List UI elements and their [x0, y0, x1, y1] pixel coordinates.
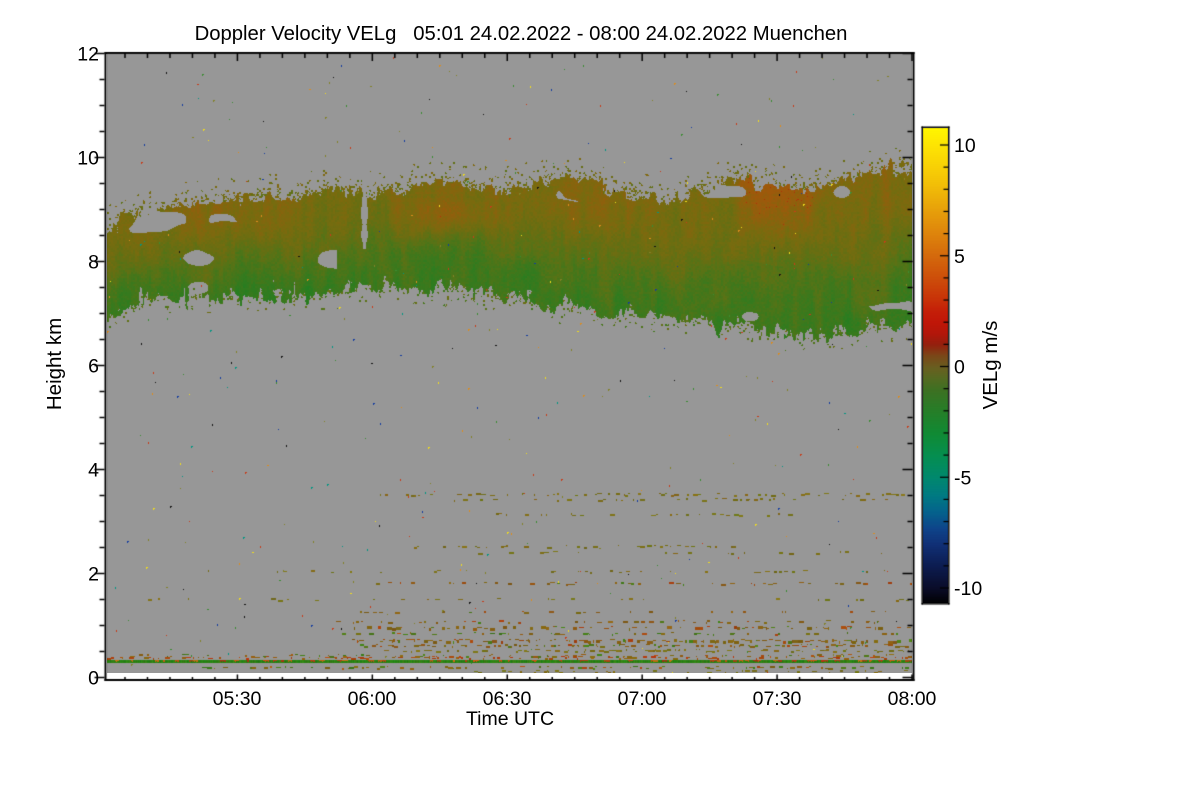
svg-text:12: 12	[77, 44, 99, 66]
svg-text:Height km: Height km	[43, 318, 66, 410]
svg-text:06:30: 06:30	[483, 688, 532, 710]
svg-text:4: 4	[88, 460, 99, 482]
svg-text:08:00: 08:00	[888, 688, 937, 710]
svg-text:07:30: 07:30	[753, 688, 802, 710]
svg-text:2: 2	[88, 564, 99, 586]
svg-text:0: 0	[954, 357, 965, 379]
svg-text:VELg m/s: VELg m/s	[979, 321, 1002, 410]
svg-text:6: 6	[88, 356, 99, 378]
svg-text:05:30: 05:30	[213, 688, 262, 710]
svg-text:5: 5	[954, 246, 965, 268]
svg-text:0: 0	[88, 668, 99, 690]
svg-text:-5: -5	[954, 468, 971, 490]
svg-text:07:00: 07:00	[618, 688, 667, 710]
svg-text:-10: -10	[954, 578, 982, 600]
svg-text:10: 10	[77, 148, 99, 170]
svg-text:8: 8	[88, 252, 99, 274]
svg-text:Time UTC: Time UTC	[466, 708, 554, 730]
svg-text:10: 10	[954, 135, 976, 157]
svg-text:Doppler Velocity VELg 05:01: Doppler Velocity VELg 05:01 24.02.2022 -…	[195, 23, 848, 45]
svg-text:06:00: 06:00	[348, 688, 397, 710]
